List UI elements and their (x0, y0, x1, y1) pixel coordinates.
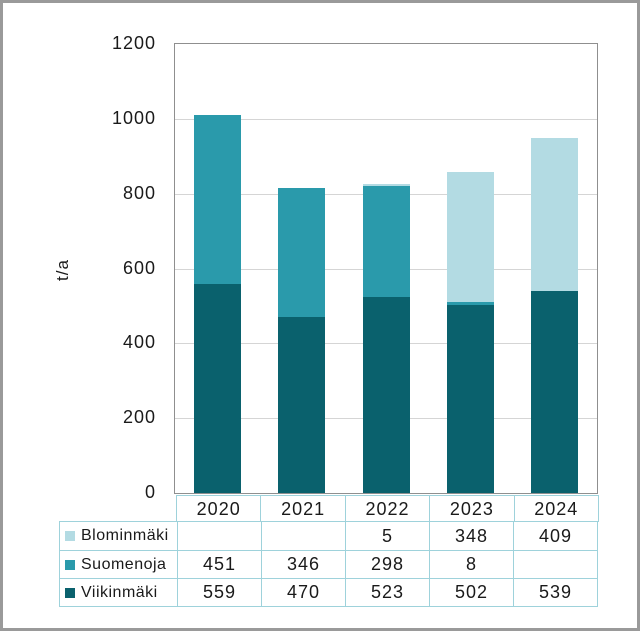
gridline (175, 118, 597, 120)
bar-segment-Viikinmäki-2023 (446, 305, 494, 493)
bar-segment-Blominmäki-2022 (362, 183, 410, 186)
data-table-legend: Blominmäki 5 348 409 Suomenoja 451 346 298 8 Viik… (59, 521, 598, 607)
bar-segment-Suomenoja-2022 (362, 185, 410, 298)
legend-label: Suomenoja (81, 555, 167, 573)
bar-segment-Blominmäki-2024 (531, 138, 579, 292)
year-label-2020: 2020 (176, 496, 260, 522)
plot-area (174, 43, 598, 494)
table-cell-Viikinmäki-2023: 502 (429, 578, 513, 606)
table-cell-Viikinmäki-2021: 470 (261, 578, 345, 606)
y-tick-label: 600 (122, 257, 156, 278)
bar-segment-Viikinmäki-2024 (531, 291, 579, 493)
bar-segment-Viikinmäki-2021 (278, 317, 326, 493)
legend-swatch-icon (65, 531, 75, 541)
y-tick-label: 800 (122, 182, 156, 203)
table-cell-Suomenoja-2021: 346 (261, 550, 345, 578)
legend-item-Blominmäki: Blominmäki (60, 522, 177, 550)
legend-label: Viikinmäki (81, 583, 158, 601)
year-label-2024: 2024 (513, 496, 598, 522)
y-tick-label: 200 (122, 407, 156, 428)
year-label-2022: 2022 (344, 496, 429, 522)
bar-segment-Suomenoja-2021 (278, 187, 326, 318)
table-cell-Blominmäki-2022: 5 (345, 522, 429, 550)
legend-swatch-icon (65, 587, 75, 598)
bar-segment-Viikinmäki-2020 (193, 283, 241, 493)
bar-segment-Suomenoja-2023 (446, 302, 494, 306)
table-cell-Viikinmäki-2020: 559 (177, 578, 261, 606)
bar-segment-Suomenoja-2020 (193, 115, 241, 284)
x-axis-category-row: 2020 2021 2022 2023 2024 (176, 495, 599, 522)
table-cell-Blominmäki-2020 (177, 522, 261, 550)
table-cell-Viikinmäki-2022: 523 (345, 578, 429, 606)
legend-item-Suomenoja: Suomenoja (60, 550, 177, 578)
table-cell-Viikinmäki-2024: 539 (513, 578, 597, 606)
legend-swatch-icon (65, 559, 75, 570)
table-cell-Suomenoja-2024 (513, 550, 597, 578)
y-tick-label: 0 (144, 482, 156, 502)
y-tick-label: 1000 (111, 107, 156, 128)
table-cell-Suomenoja-2022: 298 (345, 550, 429, 578)
year-label-2021: 2021 (260, 496, 344, 522)
table-cell-Blominmäki-2023: 348 (429, 522, 513, 550)
table-cell-Blominmäki-2024: 409 (513, 522, 597, 550)
y-tick-label: 400 (122, 332, 156, 353)
bar-segment-Blominmäki-2023 (446, 171, 494, 303)
bar-segment-Viikinmäki-2022 (362, 297, 410, 493)
table-cell-Suomenoja-2020: 451 (177, 550, 261, 578)
table-cell-Suomenoja-2023: 8 (429, 550, 513, 578)
legend-label: Blominmäki (81, 527, 169, 544)
legend-item-Viikinmäki: Viikinmäki (60, 578, 177, 606)
y-tick-label: 1200 (111, 33, 156, 53)
year-label-2023: 2023 (429, 496, 513, 522)
table-cell-Blominmäki-2021 (261, 522, 345, 550)
